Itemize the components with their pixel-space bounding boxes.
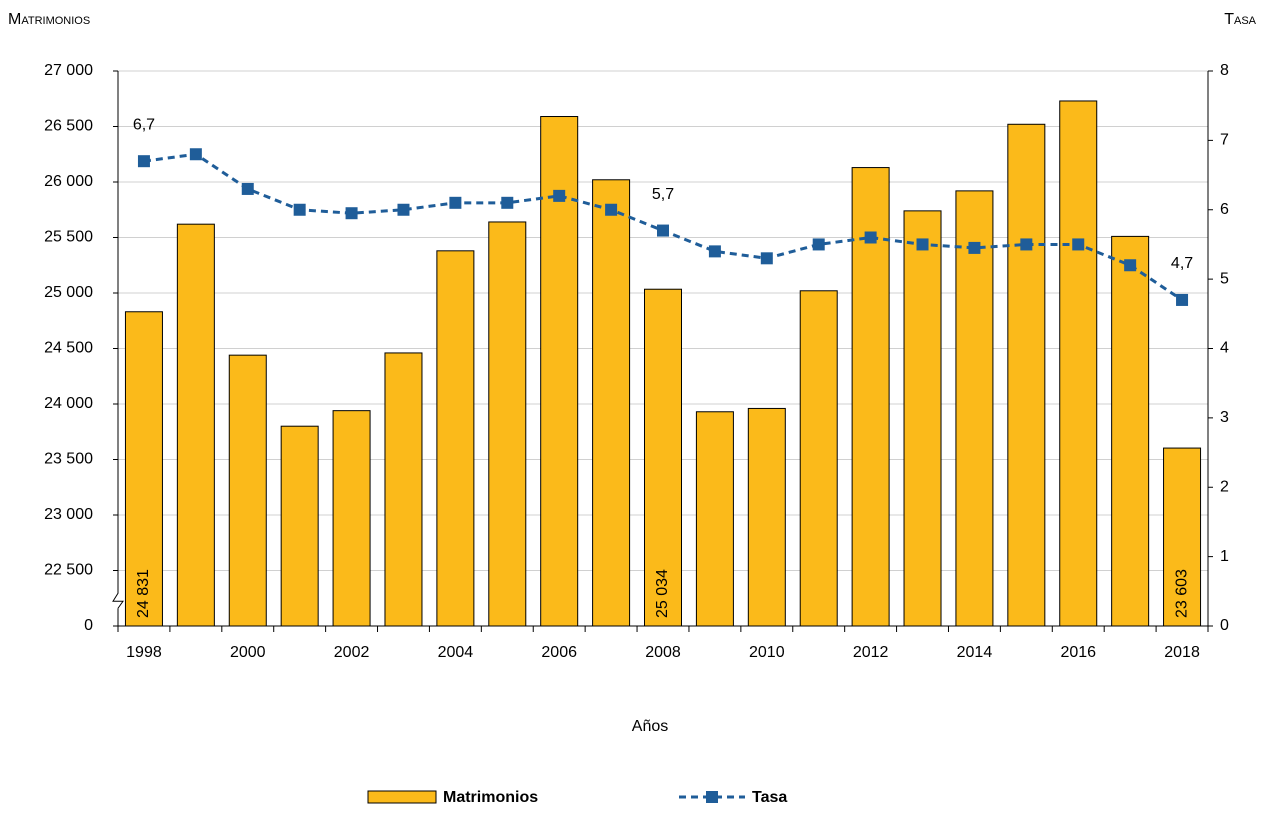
y-tick-label: 0: [84, 617, 93, 634]
y2-tick-label: 3: [1220, 409, 1229, 426]
legend-label: Matrimonios: [443, 789, 538, 806]
marker: [760, 252, 773, 265]
line-label: 5,7: [652, 186, 674, 203]
y-tick-label: 23 500: [44, 451, 93, 468]
marker: [916, 238, 929, 251]
y2-tick-label: 7: [1220, 132, 1229, 149]
x-tick-label: 2002: [334, 644, 370, 661]
x-tick-label: 2008: [645, 644, 681, 661]
marker: [605, 203, 618, 216]
y2-tick-label: 4: [1220, 340, 1229, 357]
x-tick-label: 2004: [438, 644, 474, 661]
y-tick-label: 22 500: [44, 562, 93, 579]
y2-tick-label: 2: [1220, 478, 1229, 495]
x-tick-label: 2016: [1060, 644, 1096, 661]
bar: [1111, 235, 1150, 627]
y2-tick-label: 1: [1220, 548, 1229, 565]
marker: [345, 207, 358, 220]
x-tick-label: 2006: [541, 644, 577, 661]
bar: [384, 352, 423, 627]
axis-break: [112, 588, 124, 609]
x-tick-label: 2000: [230, 644, 266, 661]
marker: [189, 148, 202, 161]
bar: [332, 410, 371, 627]
y2-tick-label: 5: [1220, 270, 1229, 287]
marker: [968, 241, 981, 254]
marker: [657, 224, 669, 237]
y2-tick-label: 0: [1220, 617, 1229, 634]
bar: [592, 179, 631, 627]
legend-label: Tasa: [752, 789, 787, 806]
bar: [228, 354, 267, 627]
x-tick-label: 1998: [126, 644, 162, 661]
x-tick-label: 2014: [957, 644, 993, 661]
marker: [397, 203, 410, 216]
y-tick-label: 24 000: [44, 395, 93, 412]
marker: [293, 203, 306, 216]
x-tick-label: 2010: [749, 644, 785, 661]
bar: [644, 288, 682, 627]
y2-tick-label: 6: [1220, 201, 1229, 218]
y-tick-label: 23 000: [44, 506, 93, 523]
bar: [955, 190, 994, 627]
y2-axis-title: Tasa: [1224, 11, 1256, 28]
y-tick-label: 25 000: [44, 284, 93, 301]
marker: [864, 231, 877, 244]
marker: [501, 196, 514, 209]
x-axis-title: Años: [632, 718, 668, 735]
line-label: 4,7: [1171, 255, 1193, 272]
y-tick-label: 24 500: [44, 340, 93, 357]
bar: [1059, 100, 1098, 627]
marker: [812, 238, 825, 251]
bar-label: 24 831: [135, 569, 152, 618]
bar: [747, 407, 786, 627]
marker: [708, 245, 721, 258]
bar: [695, 411, 734, 627]
bar-label: 25 034: [654, 569, 671, 618]
y-tick-label: 26 500: [44, 118, 93, 135]
bar: [488, 221, 527, 627]
marker: [137, 155, 150, 168]
bar: [124, 311, 163, 627]
bar-label: 23 603: [1173, 569, 1190, 618]
bar: [436, 250, 475, 627]
marker: [1176, 293, 1189, 306]
marker: [1020, 238, 1033, 251]
y-tick-label: 27 000: [44, 62, 93, 79]
y2-tick-label: 8: [1220, 62, 1229, 79]
bar: [903, 210, 942, 627]
y-tick-label: 26 000: [44, 173, 93, 190]
legend-swatch: [367, 790, 437, 804]
line-label: 6,7: [133, 116, 155, 133]
y-tick-label: 25 500: [44, 229, 93, 246]
marker: [241, 182, 254, 195]
x-tick-label: 2018: [1164, 644, 1200, 661]
x-tick-label: 2012: [853, 644, 889, 661]
marker: [449, 196, 462, 209]
bar: [176, 223, 215, 627]
marker: [1124, 259, 1137, 272]
bar: [799, 290, 838, 627]
marker: [553, 189, 566, 202]
marker: [1072, 238, 1085, 251]
bar: [280, 425, 319, 627]
y-axis-title: Matrimonios: [8, 11, 90, 28]
bar: [1163, 447, 1202, 627]
bar: [1007, 123, 1046, 627]
legend-marker: [706, 791, 718, 803]
bar: [851, 167, 890, 627]
